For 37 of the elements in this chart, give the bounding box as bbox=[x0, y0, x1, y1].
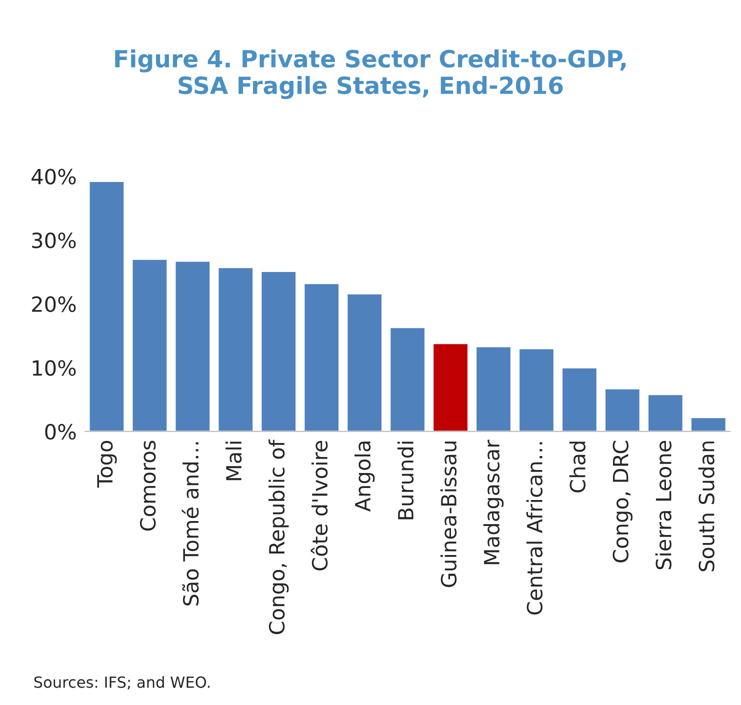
x-tick-label: Chad bbox=[569, 442, 586, 492]
bar bbox=[389, 326, 426, 432]
bar bbox=[604, 388, 641, 432]
x-tick-label: Côte d'Ivoire bbox=[310, 440, 328, 570]
x-tick-label: São Tomé and… bbox=[182, 442, 199, 606]
bar bbox=[260, 270, 297, 432]
x-tick-label: Comoros bbox=[140, 440, 156, 531]
bar bbox=[303, 282, 340, 432]
x-tick-label: Congo, Republic of bbox=[268, 439, 289, 634]
x-tick-label: Togo bbox=[97, 440, 117, 488]
y-tick-label: 0% bbox=[45, 424, 76, 440]
bar bbox=[518, 348, 555, 432]
x-tick-label: Burundi bbox=[397, 442, 414, 520]
x-tick-label: Angola bbox=[354, 442, 375, 512]
x-tick-label: Sierra Leone bbox=[655, 440, 672, 570]
x-tick-label: Guinea-Bissau bbox=[440, 442, 457, 588]
y-tick-label: 10% bbox=[32, 360, 76, 376]
y-tick-label: 40% bbox=[32, 168, 76, 184]
bar bbox=[647, 394, 684, 432]
bar bbox=[217, 266, 254, 432]
x-tick-label: Congo, DRC bbox=[612, 440, 633, 562]
chart-title: Figure 4. Private Sector Credit-to-GDP, SSA Fragile States, End-2016 bbox=[115, 49, 626, 100]
bar bbox=[174, 260, 211, 432]
bar bbox=[346, 292, 383, 432]
bar bbox=[88, 180, 126, 432]
bar bbox=[131, 258, 168, 432]
x-tick-label: South Sudan bbox=[698, 442, 714, 572]
x-tick-label: Madagascar bbox=[483, 440, 504, 564]
y-tick-label: 30% bbox=[32, 232, 76, 248]
bar bbox=[475, 346, 512, 432]
bar bbox=[432, 342, 469, 432]
x-tick-label: Central African… bbox=[526, 442, 543, 615]
bar bbox=[561, 366, 598, 432]
bar bbox=[690, 416, 727, 432]
x-tick-label: Mali bbox=[226, 442, 242, 480]
y-tick-label: 20% bbox=[32, 296, 76, 312]
source-note: Sources: IFS; and WEO. bbox=[34, 676, 210, 690]
